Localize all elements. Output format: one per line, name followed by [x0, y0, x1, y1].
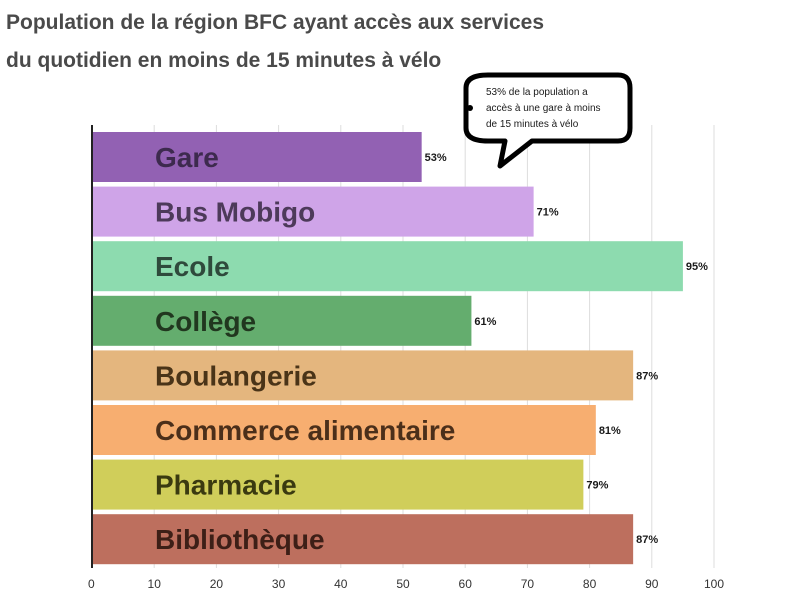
x-tick-label: 30	[272, 577, 286, 591]
bar-value-label: 81%	[599, 425, 621, 437]
bar	[92, 405, 596, 455]
category-labels: Gare Bus Mobigo Ecole Collège Boulangerie Com…	[155, 142, 455, 555]
chart-title-line-2: du quotidien en moins de 15 minutes à vé…	[6, 49, 442, 72]
bar	[92, 295, 472, 346]
bar-value-label: 87%	[636, 534, 658, 546]
annotation-text-line: accès à une gare à moins	[486, 103, 601, 114]
annotation-bubble: 53% de la population a accès à une gare à…	[463, 72, 633, 169]
bars	[92, 132, 683, 565]
bar-value-label: 95%	[686, 261, 708, 273]
x-tick-label: 0	[88, 577, 95, 591]
bar-value-label: 71%	[537, 207, 559, 219]
x-tick-label: 20	[210, 577, 224, 591]
bar-value-label: 79%	[586, 480, 608, 492]
x-axis-ticks: 0 10 20 30 40 50 60 70 80 90 100	[88, 577, 724, 591]
bar-value-label: 61%	[474, 316, 496, 328]
bar-category-label: Commerce alimentaire	[155, 415, 455, 446]
chart-title-line-1: Population de la région BFC ayant accès …	[6, 11, 545, 34]
annotation-bubble-shape	[463, 72, 633, 169]
value-labels: 53% 71% 95% 61% 87% 81% 79% 87%	[425, 152, 708, 546]
bar	[92, 241, 683, 292]
bar	[92, 459, 584, 510]
bar-category-label: Boulangerie	[155, 360, 317, 391]
annotation-bullet-dot	[467, 105, 473, 111]
bar-value-label: 53%	[425, 152, 447, 164]
bar-category-label: Bibliothèque	[155, 524, 325, 555]
bar-category-label: Ecole	[155, 251, 230, 282]
bar	[92, 132, 422, 182]
annotation-text-line: 53% de la population a	[486, 87, 588, 98]
x-tick-label: 90	[645, 577, 659, 591]
bar	[92, 514, 634, 565]
bar-category-label: Gare	[155, 142, 219, 173]
x-tick-label: 10	[148, 577, 162, 591]
x-tick-label: 50	[396, 577, 410, 591]
x-tick-label: 80	[583, 577, 597, 591]
bar-category-label: Bus Mobigo	[155, 197, 315, 228]
bar-value-label: 87%	[636, 370, 658, 382]
bar	[92, 186, 534, 237]
x-tick-label: 40	[334, 577, 348, 591]
chart-title: Population de la région BFC ayant accès …	[6, 4, 786, 80]
bar	[92, 350, 634, 401]
bar-category-label: Collège	[155, 306, 256, 337]
annotation-text-line: de 15 minutes à vélo	[486, 119, 579, 130]
x-tick-label: 60	[459, 577, 473, 591]
bar-category-label: Pharmacie	[155, 470, 297, 501]
x-tick-label: 100	[704, 577, 724, 591]
x-tick-label: 70	[521, 577, 535, 591]
